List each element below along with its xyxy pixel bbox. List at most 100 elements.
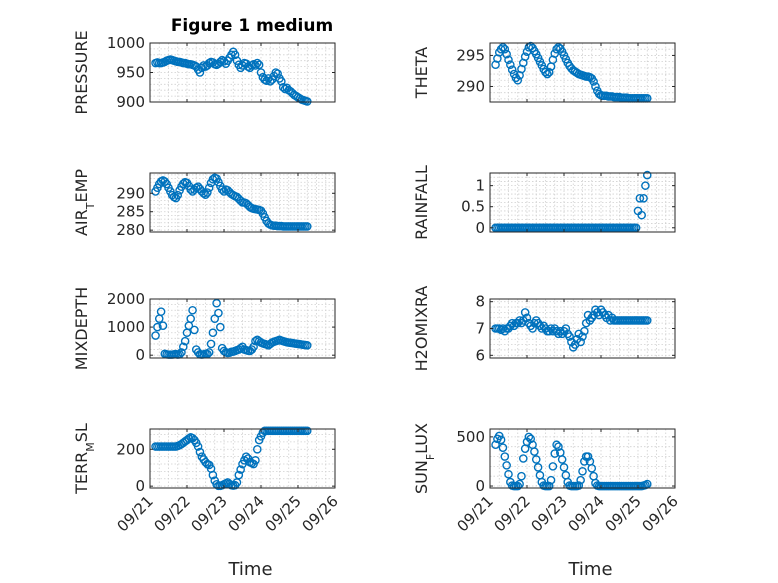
airtemp-data-point (204, 183, 214, 193)
sunflux-data-point (526, 434, 536, 444)
airtemp-ytick-label: 280 (116, 221, 145, 239)
terrmsl-xtick-label: 09/22 (151, 492, 194, 535)
pressure-data-point (232, 56, 242, 66)
theta-data-point (504, 55, 513, 65)
pressure-data-point (273, 69, 282, 78)
sunflux-data-point (517, 471, 526, 481)
mixdepth-data-point (206, 339, 216, 349)
pressure-ytick-label: 900 (116, 93, 145, 111)
terrmsl-data-point (234, 470, 244, 480)
sunflux-data-point (494, 431, 504, 441)
terrmsl-data-point (236, 465, 245, 474)
sunflux-axes-box (489, 428, 676, 489)
sunflux-data-point (544, 481, 554, 491)
mixdepth-data-point (156, 307, 166, 316)
mixdepth-data-point (188, 305, 197, 315)
airtemp-data-point (217, 185, 227, 194)
pressure-data-point (230, 50, 240, 60)
sunflux-data-point (578, 466, 587, 476)
sunflux-data-point (502, 461, 511, 470)
rainfall-data-point (635, 193, 645, 203)
sunflux-xtick-label: 09/23 (528, 492, 571, 535)
theta-ytick-label: 295 (456, 46, 485, 64)
theta-data-point (513, 75, 523, 85)
rainfall-ylabel: RAINFALL (412, 165, 431, 240)
subplot-theta: 290 295 THETA (412, 41, 676, 103)
airtemp-data-point (173, 190, 183, 200)
sunflux-data-point (491, 440, 500, 450)
h2omixra-data-point (576, 337, 585, 347)
theta-data-point (589, 77, 598, 86)
pressure-data-point (195, 68, 205, 77)
mixdepth-ytick-label: 2000 (107, 290, 145, 308)
mixdepth-axes-box (149, 298, 336, 359)
terrmsl-xtick-label: 09/21 (114, 492, 157, 535)
mixdepth-data-point (204, 348, 214, 357)
rainfall-data-point (639, 193, 648, 203)
theta-data-point (591, 82, 600, 91)
h2omixra-data-point (561, 324, 571, 333)
mixdepth-ytick-label: 1000 (107, 318, 145, 336)
terrmsl-data-point (208, 470, 218, 480)
mixdepth-data-point (249, 342, 258, 352)
pressure-data-point (249, 59, 258, 69)
figure-title: Figure 1 medium (171, 16, 333, 36)
pressure-data-point (256, 68, 266, 77)
h2omixra-ylabel: H2OMIXRA (412, 286, 431, 372)
rainfall-ytick-label: 0 (475, 219, 485, 237)
mixdepth-data-point (190, 325, 199, 335)
subplot-pressure: 900 950 1000 PRESSURE (72, 30, 336, 115)
sunflux-data-point (559, 463, 569, 472)
sunflux-data-point (574, 481, 584, 490)
sunflux-xlabel: Time (567, 559, 612, 580)
airtemp-axes-box (149, 172, 336, 233)
pressure-data-point (277, 77, 286, 86)
h2omixra-ytick-label: 6 (475, 346, 485, 364)
pressure-ytick-label: 950 (116, 64, 145, 82)
h2omixra-data-point (642, 316, 652, 325)
airtemp-data-point (201, 190, 210, 200)
sunflux-data-point (546, 475, 556, 485)
terrmsl-xtick-label: 09/26 (299, 492, 342, 535)
sunflux-data-point (513, 481, 523, 491)
mixdepth-data-point (158, 321, 168, 330)
pressure-data-point (197, 63, 207, 73)
sunflux-data-point (550, 449, 560, 458)
rainfall-ytick-label: 1 (475, 177, 485, 195)
terrmsl-ytick-label: 0 (135, 477, 145, 495)
pressure-data-point (302, 97, 312, 106)
mixdepth-data-point (215, 322, 225, 332)
subplot-mixdepth: 0 1000 2000 MIXDEPTH (72, 287, 336, 370)
airtemp-data-point (186, 185, 195, 194)
h2omixra-data-point (565, 332, 574, 341)
mixdepth-data-point (153, 322, 162, 332)
mixdepth-data-point (177, 348, 186, 357)
sunflux-ylabel: SUNFLUX (412, 423, 437, 494)
theta-data-point (507, 65, 517, 75)
sunflux-xtick-label: 09/26 (639, 492, 682, 535)
sunflux-data-point (533, 463, 543, 472)
sunflux-data-point (557, 455, 567, 464)
sunflux-data-point (587, 464, 597, 473)
mixdepth-data-point (178, 342, 188, 352)
terrmsl-ylabel: TERRMSL (72, 423, 97, 495)
h2omixra-data-point (528, 324, 537, 333)
sunflux-data-point (500, 452, 510, 461)
terrmsl-xtick-label: 09/25 (262, 492, 305, 535)
sunflux-data-point (519, 454, 528, 463)
h2omixra-data-point (580, 326, 589, 336)
sunflux-data-point (583, 452, 593, 461)
sunflux-data-point (576, 475, 585, 485)
sunflux-data-point (548, 462, 558, 471)
terrmsl-data-point (184, 434, 194, 443)
mixdepth-ytick-label: 0 (135, 346, 145, 364)
h2omixra-data-point (520, 308, 530, 317)
mixdepth-data-point (180, 336, 190, 346)
terrmsl-data-point (251, 456, 260, 465)
pressure-data-point (262, 76, 271, 86)
airtemp-ytick-label: 285 (116, 203, 145, 221)
airtemp-data-point (219, 187, 229, 196)
pressure-ylabel: PRESSURE (72, 30, 91, 114)
